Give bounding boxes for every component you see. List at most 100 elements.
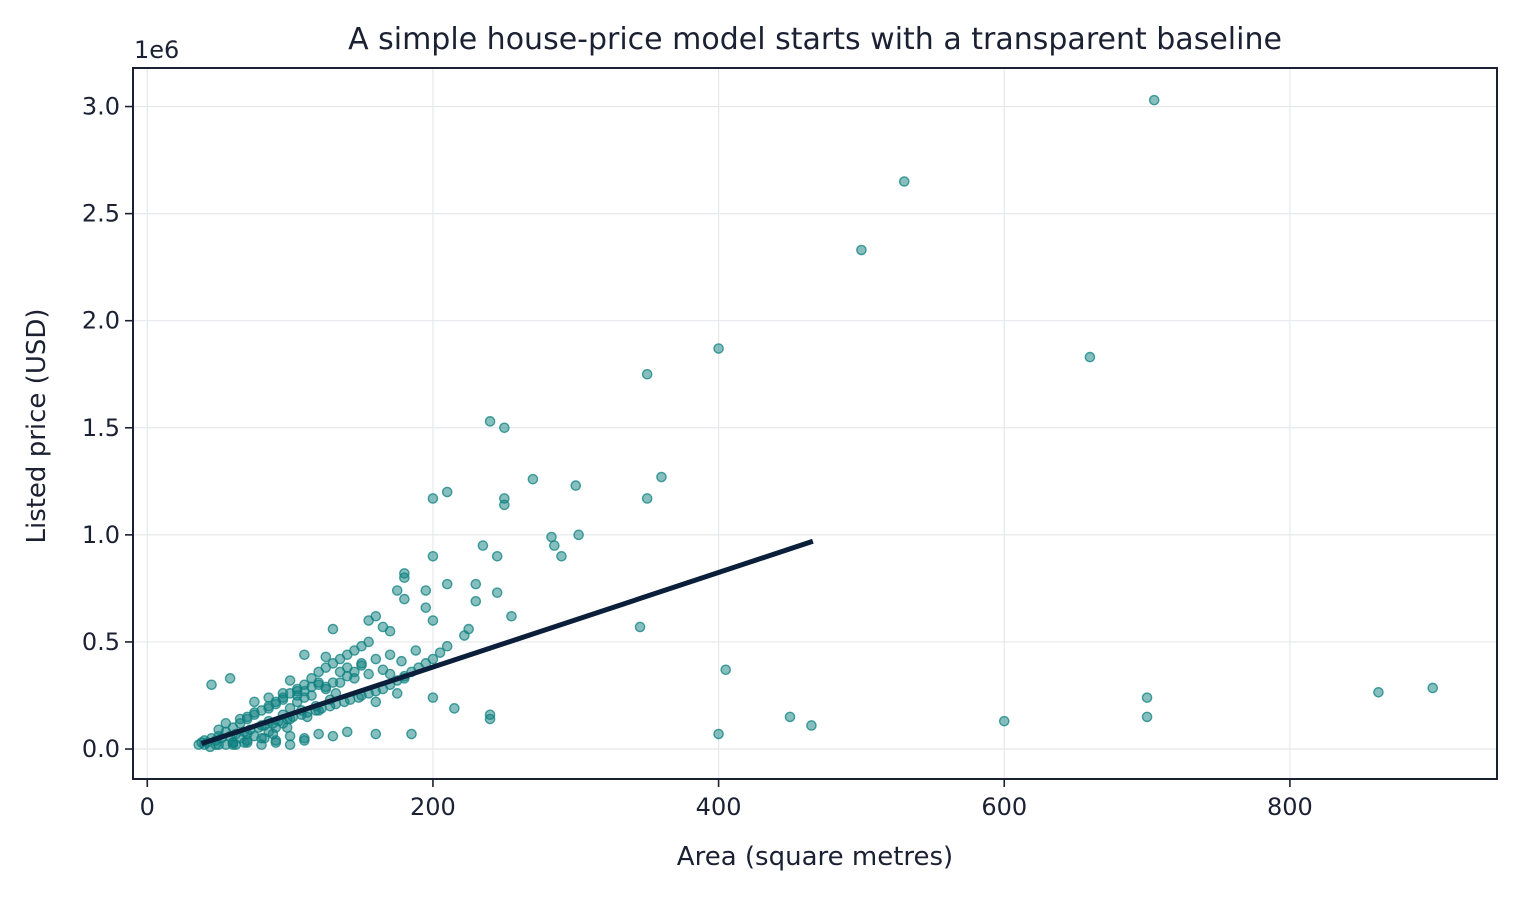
data-point	[806, 720, 817, 731]
data-point	[391, 688, 403, 699]
data-point	[299, 692, 310, 703]
data-point	[720, 664, 732, 676]
data-point	[713, 343, 724, 354]
y-tick-label: 2.5	[82, 200, 120, 228]
data-point	[1084, 351, 1096, 363]
data-point	[239, 737, 250, 748]
data-point	[230, 739, 242, 751]
data-point	[370, 728, 382, 740]
y-tick-label: 2.0	[82, 307, 120, 335]
data-point	[784, 711, 796, 723]
data-point	[491, 587, 503, 598]
data-point	[470, 578, 482, 590]
data-point	[506, 610, 517, 622]
data-point	[270, 737, 282, 748]
data-point	[313, 666, 324, 678]
y-tick-label: 0.5	[82, 628, 120, 656]
data-point	[349, 666, 360, 678]
data-point	[399, 593, 410, 605]
data-point	[281, 722, 293, 733]
x-tick-label: 0	[140, 793, 155, 821]
data-point	[420, 585, 432, 596]
data-point	[856, 244, 867, 256]
data-point	[484, 416, 496, 427]
y-tick-label: 3.0	[82, 93, 120, 121]
data-point	[284, 739, 296, 751]
data-point	[249, 730, 260, 742]
data-point	[641, 493, 653, 504]
data-point	[341, 726, 353, 738]
data-point	[1141, 711, 1153, 723]
data-point	[299, 735, 310, 746]
data-point	[301, 711, 313, 723]
data-point	[420, 602, 432, 613]
data-point	[391, 585, 403, 596]
data-point	[249, 696, 260, 708]
x-tick-label: 400	[696, 793, 742, 821]
data-point	[434, 647, 446, 658]
data-point	[320, 683, 332, 695]
data-point	[299, 649, 310, 661]
data-point	[427, 550, 439, 562]
data-point	[1427, 682, 1439, 694]
data-point	[399, 572, 410, 583]
data-point	[546, 531, 557, 543]
line-layer	[200, 538, 814, 747]
data-point	[656, 471, 667, 483]
points-layer	[193, 94, 1439, 753]
data-point	[220, 718, 232, 729]
data-point	[410, 645, 422, 656]
data-point	[313, 728, 324, 740]
data-point	[427, 493, 439, 504]
data-point	[499, 422, 510, 434]
data-point	[441, 640, 453, 652]
data-point	[384, 625, 396, 637]
y-offset-label: 1e6	[134, 36, 179, 64]
x-ticks: 0 200 400 600 800	[140, 779, 1313, 821]
data-point	[213, 724, 224, 736]
data-point	[384, 668, 396, 680]
y-tick-label: 1.0	[82, 521, 120, 549]
y-tick-label: 0.0	[82, 735, 120, 763]
y-ticks: 0.0 0.5 1.0 1.5 2.0 2.5 3.0	[82, 93, 133, 763]
data-point	[1373, 686, 1384, 698]
data-point	[441, 486, 453, 498]
data-point	[249, 707, 260, 718]
data-point	[384, 649, 396, 661]
data-point	[406, 728, 417, 740]
x-tick-label: 800	[1267, 793, 1313, 821]
y-tick-label: 1.5	[82, 414, 120, 442]
data-point	[313, 677, 324, 688]
data-point	[1141, 692, 1153, 703]
data-point	[396, 655, 407, 667]
data-point	[427, 692, 439, 703]
data-point	[477, 540, 489, 551]
data-point	[499, 499, 510, 511]
y-axis-title: Listed price (USD)	[22, 308, 52, 543]
data-point	[427, 653, 439, 665]
data-point	[267, 728, 279, 740]
plot-frame	[132, 67, 1498, 780]
x-axis-title: Area (square metres)	[677, 842, 953, 872]
data-point	[470, 595, 482, 607]
data-point	[634, 621, 646, 633]
data-point	[898, 176, 910, 187]
data-point	[327, 623, 339, 635]
data-point	[449, 703, 460, 714]
data-point	[370, 653, 382, 665]
data-point	[224, 673, 236, 684]
data-point	[206, 679, 217, 691]
data-point	[363, 615, 374, 626]
data-point	[570, 480, 582, 491]
data-point	[263, 692, 274, 703]
x-tick-label: 200	[410, 793, 456, 821]
data-point	[484, 713, 496, 725]
x-tick-label: 600	[981, 793, 1027, 821]
data-point	[363, 668, 374, 680]
data-point	[641, 368, 653, 380]
data-point	[320, 651, 332, 663]
data-point	[284, 730, 296, 742]
data-point	[1148, 94, 1160, 106]
data-point	[277, 694, 289, 706]
